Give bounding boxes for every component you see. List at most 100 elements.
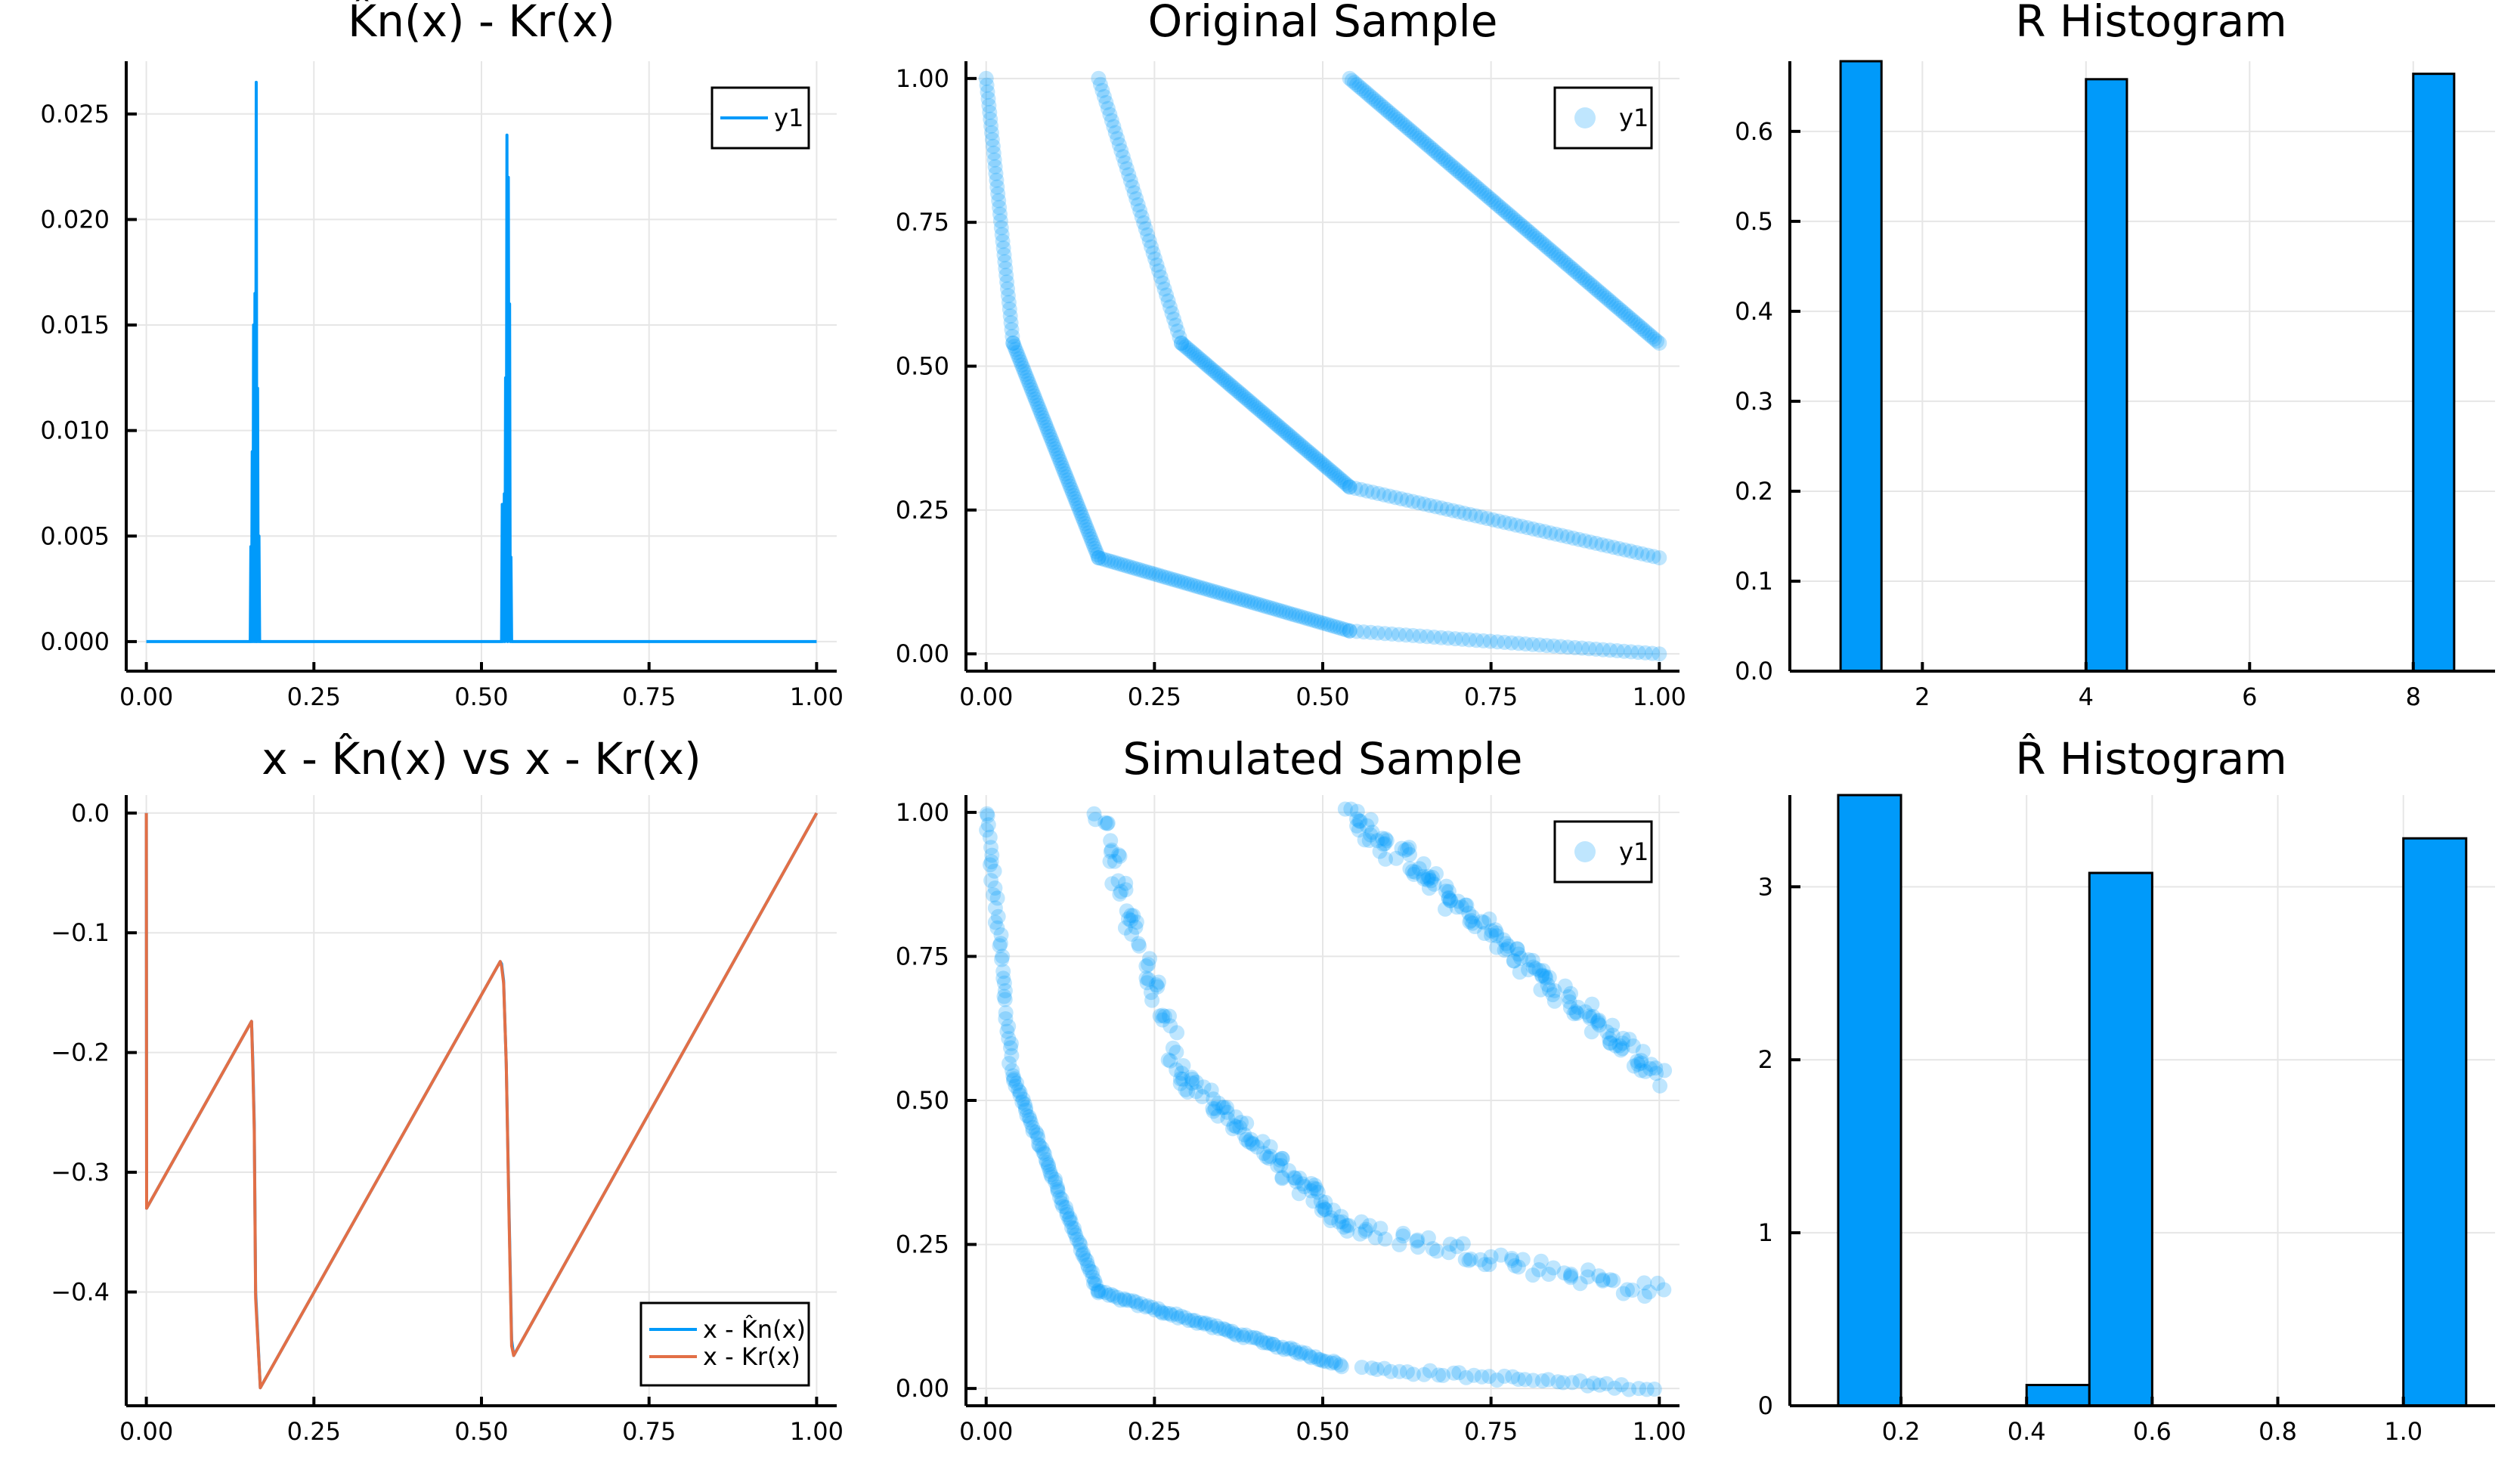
scatter-point: [1107, 853, 1122, 869]
scatter-point: [1188, 1084, 1204, 1100]
scatter-point: [1468, 508, 1484, 524]
scatter-point: [1581, 641, 1597, 657]
scatter-point: [1174, 1066, 1190, 1081]
scatter-point: [1008, 1079, 1023, 1094]
scatter-point: [1605, 540, 1621, 556]
scatter-point: [1291, 435, 1306, 451]
scatter-point: [1333, 1208, 1349, 1224]
scatter-point: [1086, 806, 1102, 822]
scatter-point: [1001, 295, 1017, 311]
scatter-point: [1138, 970, 1154, 986]
scatter-point: [1546, 638, 1562, 654]
scatter-point: [1628, 545, 1644, 561]
scatter-point: [1162, 1053, 1178, 1069]
scatter-point: [1316, 457, 1332, 473]
scatter-point: [1116, 1291, 1132, 1307]
scatter-point: [1569, 1005, 1585, 1021]
scatter-point: [1089, 546, 1105, 562]
scatter-point: [1372, 843, 1388, 859]
scatter-point: [1445, 159, 1461, 175]
scatter-point: [1656, 1282, 1672, 1298]
scatter-point: [1478, 187, 1494, 203]
scatter-point: [1366, 91, 1382, 107]
x-tick-label: 0.25: [1128, 682, 1181, 711]
scatter-point: [1220, 1111, 1236, 1127]
scatter-point: [1565, 262, 1580, 277]
y-tick-label: 0.6: [1735, 117, 1773, 146]
y-tick-label: 0.50: [896, 1086, 949, 1115]
scatter-point: [1511, 946, 1526, 962]
scatter-point: [1184, 1075, 1200, 1091]
scatter-point: [1636, 1275, 1652, 1291]
scatter-point: [1057, 466, 1073, 481]
panel-title: R Histogram: [2015, 0, 2287, 47]
scatter-point: [1067, 1224, 1082, 1240]
scatter-point: [1633, 1053, 1649, 1069]
scatter-point: [1438, 153, 1453, 169]
scatter-point: [1133, 1296, 1149, 1312]
scatter-point: [1385, 107, 1401, 123]
scatter-point: [1317, 1201, 1333, 1217]
scatter-point: [980, 91, 996, 107]
scatter-point: [1493, 1247, 1509, 1263]
scatter-point: [1023, 1115, 1039, 1131]
scatter-point: [1351, 79, 1367, 94]
scatter-point: [1122, 173, 1138, 189]
scatter-point: [1582, 276, 1598, 292]
scatter-point: [1123, 912, 1139, 928]
scatter-point: [1043, 1167, 1059, 1182]
scatter-point: [980, 808, 995, 824]
scatter-point: [1085, 1264, 1101, 1280]
scatter-point: [1349, 803, 1365, 819]
scatter-point: [1196, 580, 1212, 596]
scatter-point: [1422, 497, 1438, 513]
scatter-point: [1128, 561, 1144, 577]
scatter-point: [1245, 1136, 1261, 1152]
scatter-point: [1515, 1252, 1531, 1267]
scatter-points: [978, 70, 1667, 662]
scatter-point: [1590, 1014, 1606, 1029]
y-tick-label: 0.4: [1735, 297, 1773, 326]
scatter-point: [1128, 914, 1144, 930]
scatter-point: [1288, 607, 1304, 623]
scatter-point: [1507, 1258, 1523, 1273]
scatter-point: [1587, 280, 1602, 296]
scatter-point: [1040, 1157, 1056, 1173]
y-tick-label: 1.00: [896, 798, 949, 827]
scatter-point: [1378, 101, 1394, 117]
scatter-point: [1467, 919, 1483, 934]
scatter-point: [1490, 634, 1506, 650]
scatter-point: [1644, 329, 1660, 345]
x-tick-label: 0.50: [1296, 1417, 1349, 1446]
scatter-point: [993, 220, 1009, 236]
scatter-point: [1611, 1038, 1627, 1054]
scatter-point: [1392, 1236, 1407, 1252]
scatter-point: [995, 949, 1011, 964]
y-tick-label: 0.0: [1735, 657, 1773, 685]
scatter-point: [1293, 1345, 1309, 1360]
scatter-point: [1193, 351, 1209, 367]
scatter-point: [1605, 1273, 1621, 1289]
scatter-point: [1262, 600, 1278, 616]
scatter-point: [1577, 1004, 1593, 1020]
scatter-point: [1531, 522, 1546, 538]
scatter-point: [1298, 1345, 1314, 1361]
scatter-point: [1158, 1305, 1174, 1321]
scatter-point: [1005, 1063, 1020, 1079]
scatter-point: [1107, 555, 1122, 571]
scatter-point: [1235, 388, 1251, 404]
scatter-point: [1165, 1040, 1181, 1056]
scatter-point: [1602, 642, 1618, 658]
scatter-point: [1155, 1305, 1171, 1321]
scatter-point: [1125, 560, 1141, 576]
scatter-point: [1474, 184, 1490, 200]
scatter-point: [1327, 1355, 1343, 1371]
scatter-point: [1048, 444, 1064, 460]
scatter-point: [1349, 77, 1365, 92]
scatter-point: [1125, 908, 1141, 924]
scatter-point: [1574, 270, 1590, 286]
scatter-point: [1625, 1038, 1641, 1054]
scatter-point: [1138, 1299, 1153, 1315]
scatter-point: [1029, 1127, 1045, 1143]
scatter-point: [1405, 1366, 1421, 1382]
